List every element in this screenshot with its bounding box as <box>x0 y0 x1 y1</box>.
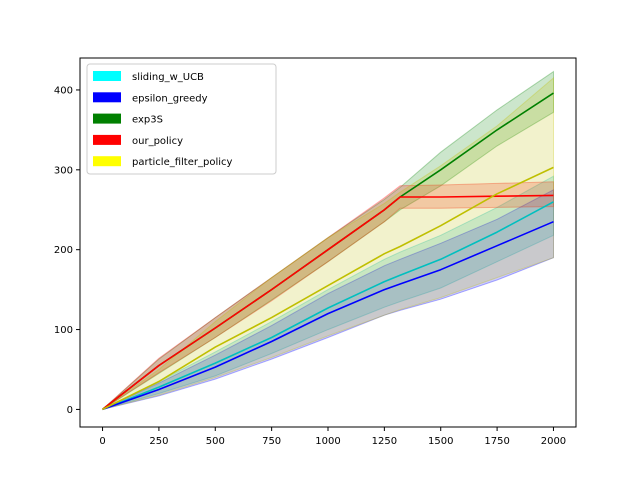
x-tick-label: 750 <box>262 436 281 447</box>
y-tick-label: 400 <box>54 85 73 96</box>
line-epsilon-greedy <box>102 220 554 411</box>
legend-swatch-our-policy <box>93 134 121 145</box>
legend-swatch-exp3s <box>93 113 121 124</box>
legend-swatch-particle-filter-policy <box>93 156 121 167</box>
y-tick-label: 0 <box>67 405 73 416</box>
confidence-bands <box>102 70 554 410</box>
x-tick-label: 1250 <box>372 436 397 447</box>
x-tick-label: 1000 <box>315 436 340 447</box>
x-axis: 0 250 500 750 1000 1250 1500 1750 2000 <box>99 427 566 447</box>
y-axis: 0 100 200 300 400 <box>54 85 80 416</box>
band-exp3s <box>102 70 554 410</box>
legend-swatch-epsilon-greedy <box>93 92 121 103</box>
legend-label-particle-filter-policy: particle_filter_policy <box>132 157 232 168</box>
x-tick-label: 1500 <box>428 436 453 447</box>
x-tick-label: 500 <box>206 436 225 447</box>
y-tick-label: 100 <box>54 325 73 336</box>
line-our-policy <box>102 194 554 411</box>
line-sliding-w-ucb <box>102 201 554 411</box>
y-tick-label: 200 <box>54 245 73 256</box>
legend-frame <box>86 63 277 175</box>
legend: sliding_w_UCB epsilon_greedy exp3S our_poli… <box>86 63 277 175</box>
x-tick-label: 250 <box>149 436 168 447</box>
y-tick-label: 300 <box>54 165 73 176</box>
band-epsilon-greedy <box>102 188 554 410</box>
band-sliding-w-ucb <box>102 175 554 410</box>
legend-label-epsilon-greedy: epsilon_greedy <box>132 93 208 104</box>
x-tick-label: 2000 <box>541 436 566 447</box>
legend-label-exp3s: exp3S <box>132 115 163 126</box>
x-tick-label: 0 <box>99 436 105 447</box>
band-our-policy <box>102 181 554 410</box>
line-particle-filter-policy <box>102 166 554 411</box>
legend-swatch-sliding-w-ucb <box>93 71 121 81</box>
series-lines <box>102 92 554 411</box>
x-tick-label: 1750 <box>484 436 509 447</box>
legend-label-our-policy: our_policy <box>132 136 183 147</box>
legend-label-sliding-w-ucb: sliding_w_UCB <box>132 72 204 83</box>
